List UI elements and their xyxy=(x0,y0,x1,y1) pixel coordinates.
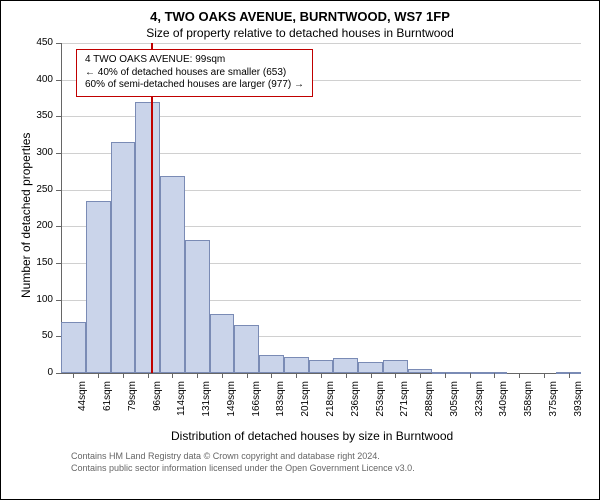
histogram-bar xyxy=(160,176,185,373)
histogram-bar xyxy=(61,322,86,373)
xtick-label: 61sqm xyxy=(102,381,113,429)
xtick-label: 340sqm xyxy=(498,381,509,429)
histogram-bar xyxy=(383,360,408,373)
xtick-mark xyxy=(519,373,520,378)
xtick-mark xyxy=(296,373,297,378)
xtick-mark xyxy=(569,373,570,378)
histogram-bar xyxy=(210,314,235,373)
xtick-label: 183sqm xyxy=(275,381,286,429)
xtick-mark xyxy=(123,373,124,378)
histogram-bar xyxy=(234,325,259,373)
xtick-mark xyxy=(321,373,322,378)
xtick-mark xyxy=(222,373,223,378)
footer-line-2: Contains public sector information licen… xyxy=(71,463,415,475)
xtick-mark xyxy=(470,373,471,378)
histogram-bar xyxy=(333,358,358,373)
histogram-bar xyxy=(259,355,284,373)
chart-container: 4, TWO OAKS AVENUE, BURNTWOOD, WS7 1FP S… xyxy=(0,0,600,500)
xtick-mark xyxy=(98,373,99,378)
histogram-bar xyxy=(309,360,334,373)
xtick-label: 149sqm xyxy=(226,381,237,429)
xtick-label: 166sqm xyxy=(251,381,262,429)
xtick-mark xyxy=(346,373,347,378)
xtick-label: 393sqm xyxy=(573,381,584,429)
histogram-bar xyxy=(284,357,309,373)
ytick-label: 0 xyxy=(21,367,53,378)
histogram-bar xyxy=(185,240,210,373)
callout-line-2: ← 40% of detached houses are smaller (65… xyxy=(85,67,304,80)
xtick-mark xyxy=(247,373,248,378)
xtick-mark xyxy=(197,373,198,378)
histogram-bar xyxy=(111,142,136,373)
histogram-bar xyxy=(358,362,383,373)
xtick-label: 218sqm xyxy=(325,381,336,429)
xtick-label: 253sqm xyxy=(375,381,386,429)
xtick-label: 288sqm xyxy=(424,381,435,429)
y-axis-label: Number of detached properties xyxy=(19,133,33,298)
xtick-mark xyxy=(172,373,173,378)
footer-attribution: Contains HM Land Registry data © Crown c… xyxy=(71,451,415,474)
xtick-mark xyxy=(445,373,446,378)
callout-line-1: 4 TWO OAKS AVENUE: 99sqm xyxy=(85,54,304,67)
ytick-label: 400 xyxy=(21,74,53,85)
ytick-label: 350 xyxy=(21,110,53,121)
ytick-label: 450 xyxy=(21,37,53,48)
xtick-mark xyxy=(420,373,421,378)
xtick-label: 114sqm xyxy=(176,381,187,429)
callout-line-3: 60% of semi-detached houses are larger (… xyxy=(85,79,304,92)
xtick-label: 96sqm xyxy=(152,381,163,429)
xtick-label: 358sqm xyxy=(523,381,534,429)
xtick-mark xyxy=(73,373,74,378)
gridline xyxy=(61,43,581,44)
xtick-label: 271sqm xyxy=(399,381,410,429)
xtick-mark xyxy=(494,373,495,378)
xtick-label: 375sqm xyxy=(548,381,559,429)
callout-box: 4 TWO OAKS AVENUE: 99sqm ← 40% of detach… xyxy=(76,49,313,97)
xtick-label: 44sqm xyxy=(77,381,88,429)
xtick-label: 131sqm xyxy=(201,381,212,429)
xtick-label: 323sqm xyxy=(474,381,485,429)
xtick-mark xyxy=(544,373,545,378)
xtick-label: 305sqm xyxy=(449,381,460,429)
chart-subtitle: Size of property relative to detached ho… xyxy=(1,26,599,40)
chart-title: 4, TWO OAKS AVENUE, BURNTWOOD, WS7 1FP xyxy=(1,9,599,24)
xtick-mark xyxy=(371,373,372,378)
histogram-bar xyxy=(135,102,160,373)
xtick-label: 201sqm xyxy=(300,381,311,429)
x-axis-label: Distribution of detached houses by size … xyxy=(171,429,453,443)
xtick-mark xyxy=(395,373,396,378)
xtick-label: 79sqm xyxy=(127,381,138,429)
xtick-mark xyxy=(148,373,149,378)
histogram-bar xyxy=(86,201,111,373)
ytick-label: 50 xyxy=(21,330,53,341)
xtick-label: 236sqm xyxy=(350,381,361,429)
footer-line-1: Contains HM Land Registry data © Crown c… xyxy=(71,451,415,463)
xtick-mark xyxy=(271,373,272,378)
